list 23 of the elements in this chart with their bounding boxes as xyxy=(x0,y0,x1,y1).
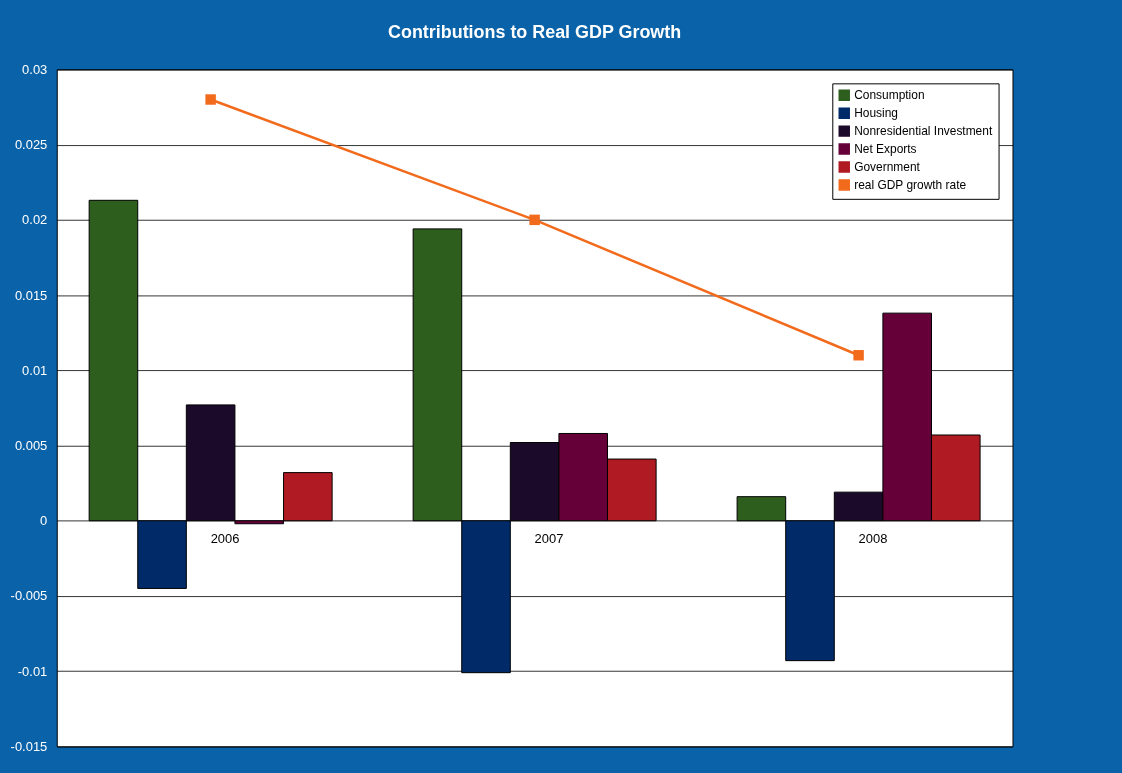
legend-label: Housing xyxy=(854,106,899,121)
x-tick-label: 2006 xyxy=(210,531,240,547)
y-tick-label: -0.005 xyxy=(10,588,48,604)
y-tick-label: 0.03 xyxy=(22,61,48,77)
y-tick-label: -0.01 xyxy=(17,663,48,679)
x-tick-label: 2008 xyxy=(858,531,888,547)
y-tick-label: 0 xyxy=(40,513,48,529)
legend-label: Nonresidential Investment xyxy=(854,124,993,139)
y-tick-label: 0.015 xyxy=(14,287,48,303)
y-tick-label: -0.015 xyxy=(10,738,48,754)
y-tick-label: 0.02 xyxy=(22,212,48,228)
y-tick-label: 0.01 xyxy=(22,362,48,378)
legend-label: Government xyxy=(854,159,921,174)
point xyxy=(205,94,216,105)
legend-label: real GDP growth rate xyxy=(854,177,967,192)
y-tick-label: 0.025 xyxy=(14,137,48,153)
x-tick-label: 2007 xyxy=(534,531,564,547)
point xyxy=(853,350,864,361)
point xyxy=(529,214,540,226)
legend-label: Net Exports xyxy=(854,142,917,157)
y-tick-label: 0.005 xyxy=(14,438,48,453)
chart-title: Contributions to Real GDP Growth xyxy=(388,21,682,42)
legend-label: Consumption xyxy=(854,88,925,103)
